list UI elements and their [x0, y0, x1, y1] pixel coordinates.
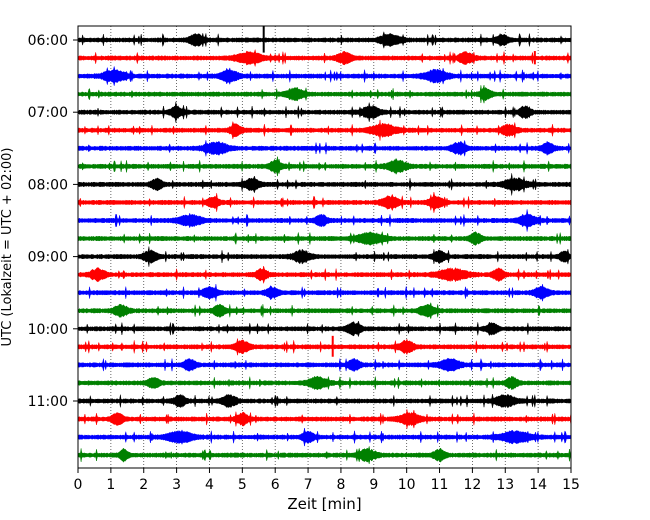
x-tick-label-3: 3 [172, 477, 181, 493]
y-axis-label: UTC (Lokalzeit = UTC + 02:00) [0, 148, 15, 347]
trace-layer [77, 26, 572, 465]
y-tick-label-09:00: 09:00 [28, 250, 68, 266]
y-tick-label-11:00: 11:00 [28, 394, 68, 410]
x-tick-label-5: 5 [238, 477, 247, 493]
x-tick-label-4: 4 [205, 477, 214, 493]
x-axis-label: Zeit [min] [287, 495, 361, 513]
x-tick-label-1: 1 [106, 477, 115, 493]
x-tick-label-9: 9 [369, 477, 378, 493]
x-axis: 0 1 2 3 4 5 6 7 8 9 10 11 12 13 14 15 [74, 468, 580, 493]
x-tick-label-8: 8 [336, 477, 345, 493]
x-tick-label-11: 11 [431, 477, 449, 493]
x-tick-label-7: 7 [304, 477, 313, 493]
x-tick-label-13: 13 [496, 477, 514, 493]
x-tick-label-6: 6 [271, 477, 280, 493]
x-tick-label-14: 14 [529, 477, 547, 493]
y-axis: 06:00 07:00 08:00 09:00 10:00 11:00 [28, 33, 78, 410]
x-tick-label-2: 2 [139, 477, 148, 493]
x-tick-label-0: 0 [74, 477, 83, 493]
y-tick-label-08:00: 08:00 [28, 177, 68, 193]
y-tick-label-10:00: 10:00 [28, 322, 68, 338]
y-tick-label-06:00: 06:00 [28, 33, 68, 49]
y-tick-label-07:00: 07:00 [28, 105, 68, 121]
x-tick-label-12: 12 [463, 477, 481, 493]
x-tick-label-15: 15 [562, 477, 580, 493]
plot-frame [77, 25, 572, 469]
x-tick-label-10: 10 [398, 477, 416, 493]
